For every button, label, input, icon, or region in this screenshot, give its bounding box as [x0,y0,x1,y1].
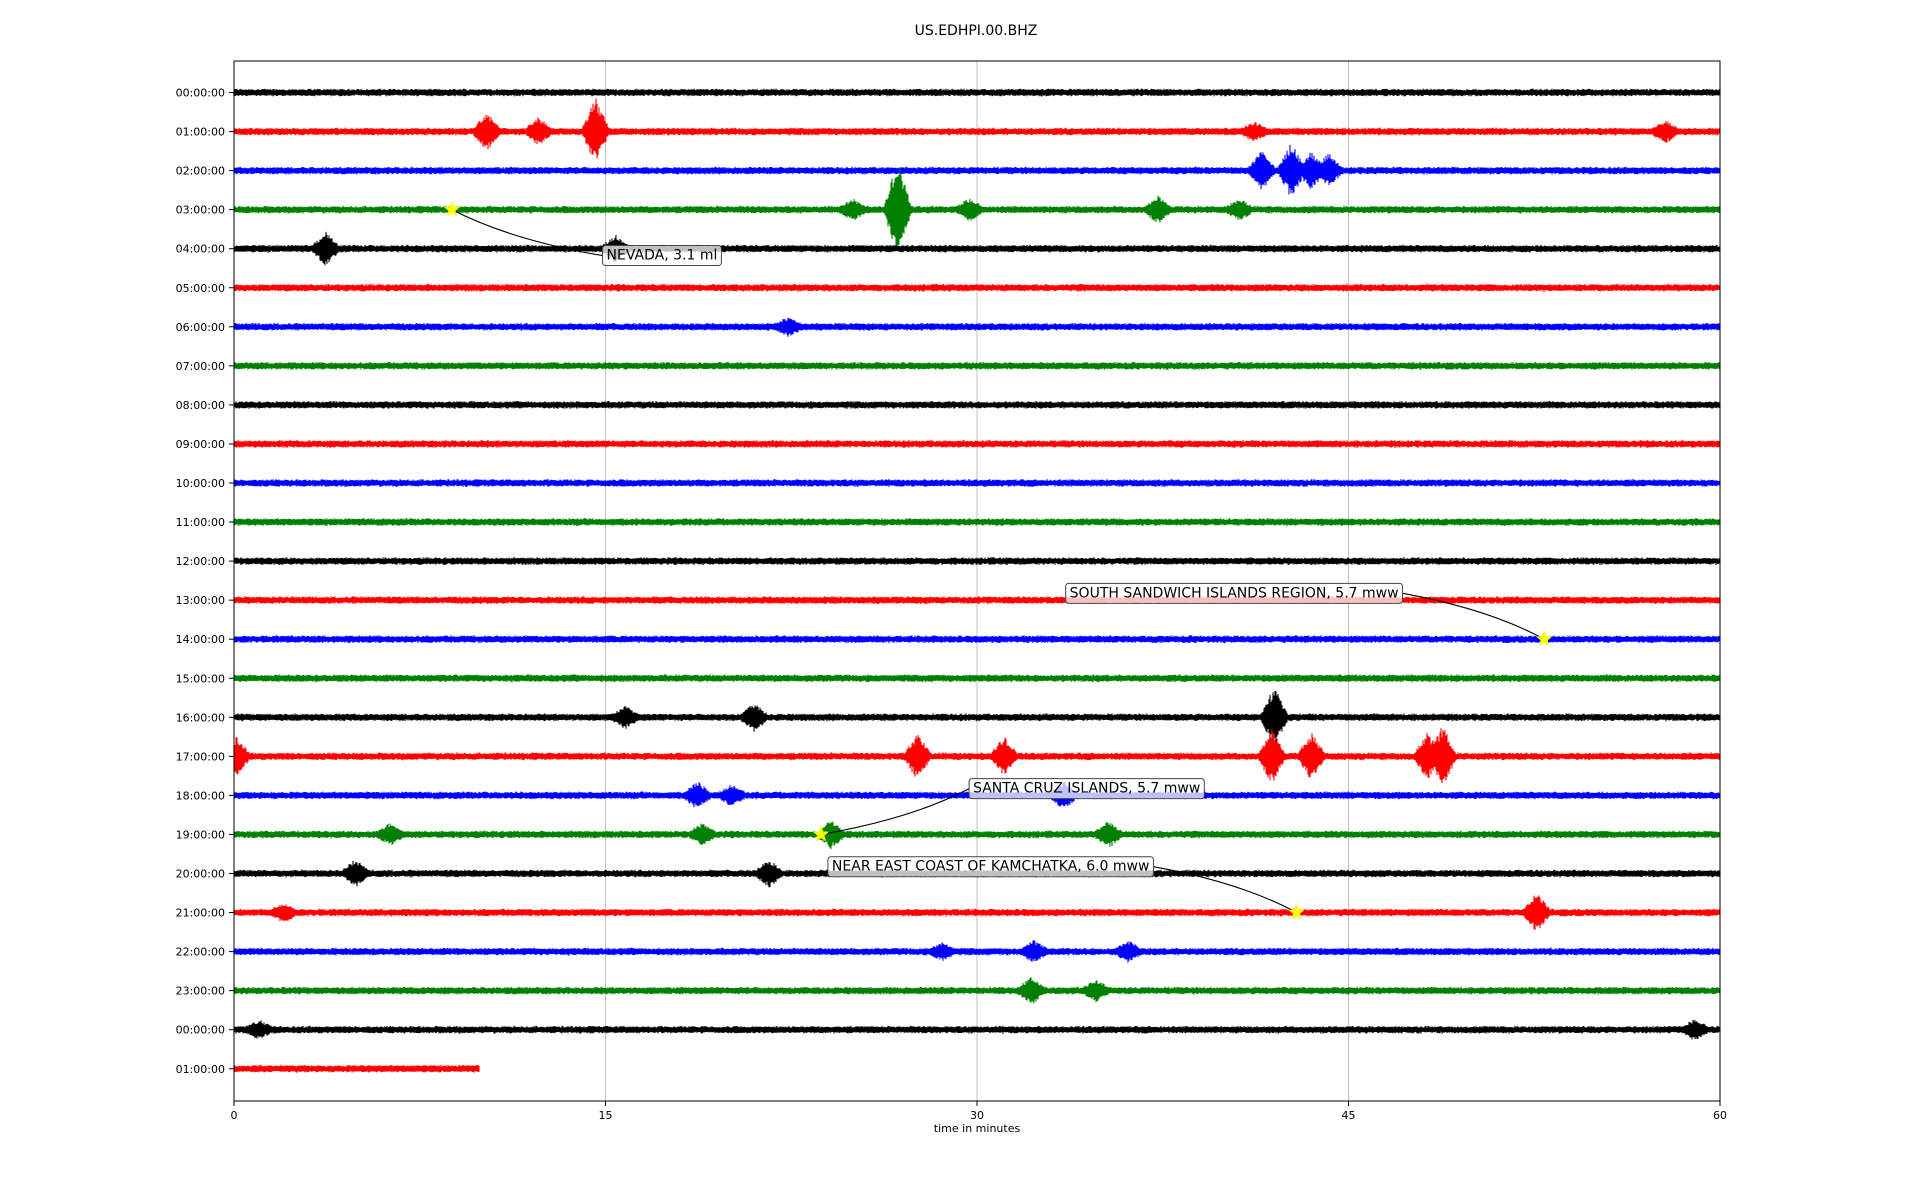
event-connector [820,788,970,835]
axes: 0 15 30 45 60 00:00:00 01:00:00 02:00:00 03:00:0… [176,87,1727,1123]
event-label: SANTA CRUZ ISLANDS, 5.7 mww [973,781,1200,797]
event-label: NEAR EAST COAST OF KAMCHATKA, 6.0 mww [832,859,1150,875]
event-connector [1402,592,1545,640]
x-tick-label: 15 [599,1109,613,1122]
y-tick-label: 10:00:00 [176,477,225,490]
chart-title: US.EDHPI.00.BHZ [915,23,1038,39]
y-tick-label: 09:00:00 [176,438,225,451]
y-tick-label: 18:00:00 [176,789,225,802]
y-tick-label: 21:00:00 [176,907,225,920]
event-connector [451,209,603,257]
y-tick-label: 12:00:00 [176,555,225,568]
event-star-marker [1535,630,1553,647]
y-tick-label: 20:00:00 [176,868,225,881]
y-tick-label: 01:00:00 [176,126,225,139]
y-tick-label: 06:00:00 [176,321,225,334]
x-tick-label: 45 [1342,1109,1356,1122]
event-label-box [827,856,1154,878]
y-tick-label: 04:00:00 [176,243,225,256]
event-star-marker [1288,903,1305,920]
event-label-box [968,778,1205,800]
y-tick-label: 15:00:00 [176,672,225,685]
event-label-box [1065,582,1404,604]
y-tick-label: 17:00:00 [176,750,225,763]
x-tick-label: 60 [1713,1109,1727,1122]
y-tick-label: 19:00:00 [176,828,225,841]
y-tick-label: 00:00:00 [176,1024,225,1037]
y-tick-label: 08:00:00 [176,399,225,412]
y-tick-label: 02:00:00 [176,165,225,178]
event-star-marker [443,200,461,217]
y-tick-label: 16:00:00 [176,711,225,724]
event-star-marker [812,825,830,842]
event-connector [1153,866,1297,913]
event-annotations: NEVADA, 3.1 ml SOUTH SANDWICH ISLANDS REG… [443,200,1553,920]
event-label: SOUTH SANDWICH ISLANDS REGION, 5.7 mww [1070,585,1399,601]
x-tick-label: 0 [231,1109,238,1122]
y-tick-label: 11:00:00 [176,516,225,529]
y-tick-label: 05:00:00 [176,282,225,295]
y-tick-label: 22:00:00 [176,946,225,959]
x-axis-label: time in minutes [934,1122,1021,1135]
event-label: NEVADA, 3.1 ml [607,248,718,264]
event-label-box [602,245,722,267]
y-tick-label: 01:00:00 [176,1063,225,1076]
x-tick-label: 30 [970,1109,984,1122]
y-tick-label: 13:00:00 [176,594,225,607]
y-tick-label: 14:00:00 [176,633,225,646]
y-tick-label: 07:00:00 [176,360,225,373]
y-tick-label: 23:00:00 [176,985,225,998]
y-tick-label: 03:00:00 [176,204,225,217]
y-tick-label: 00:00:00 [176,87,225,100]
